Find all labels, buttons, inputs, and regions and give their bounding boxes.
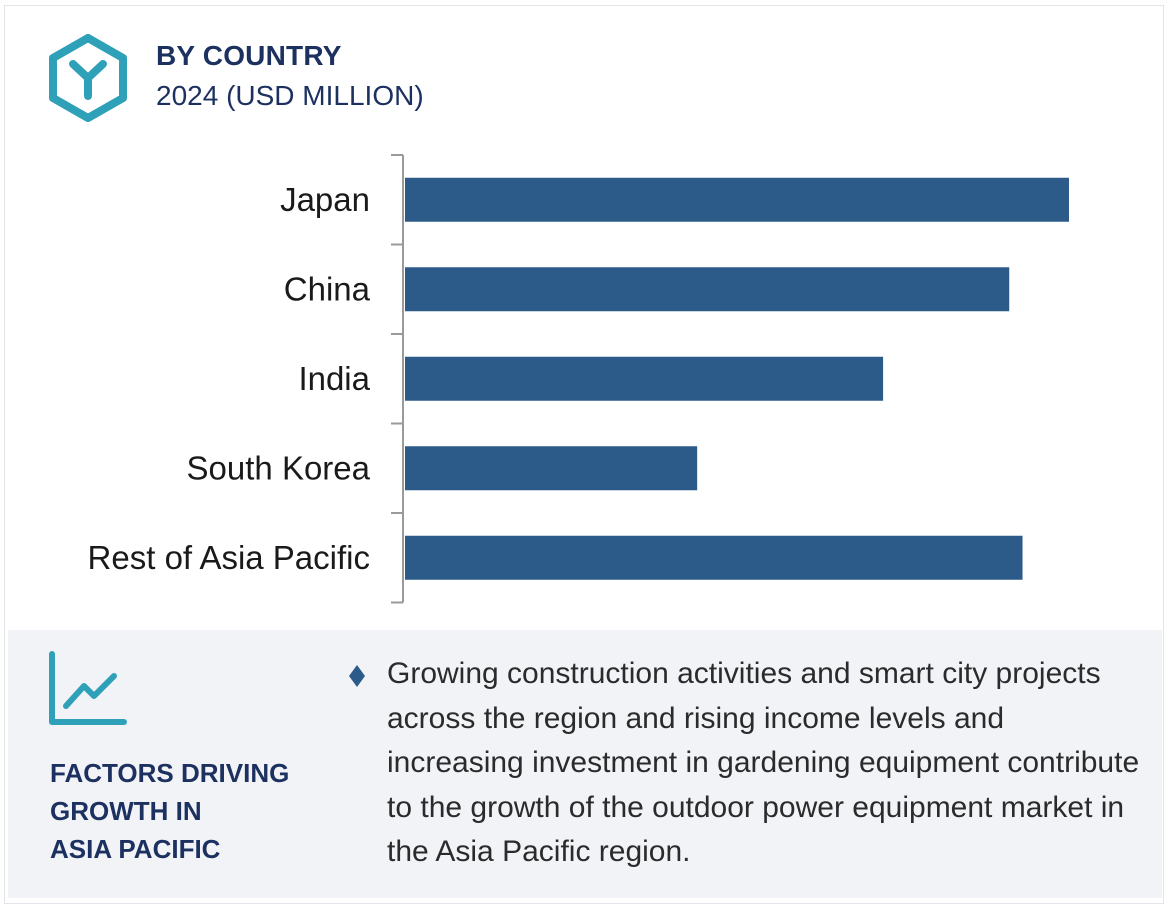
bar: [405, 446, 698, 491]
factors-title-line: FACTORS DRIVING: [50, 758, 290, 788]
chart-title: BY COUNTRY: [156, 40, 342, 71]
category-label: Rest of Asia Pacific: [88, 539, 370, 576]
factors-title-line: ASIA PACIFIC: [50, 834, 221, 864]
hexagon-y-logo-icon: [49, 34, 127, 122]
factors-title: FACTORS DRIVING GROWTH IN ASIA PACIFIC: [50, 754, 330, 868]
category-label: India: [298, 360, 370, 397]
category-label: South Korea: [187, 449, 371, 486]
diamond-bullet-icon: [349, 665, 365, 687]
bar: [405, 177, 1069, 222]
bar: [405, 356, 884, 401]
bar: [405, 535, 1023, 580]
bar-chart: Japan China India South Korea Rest of Asia P…: [88, 154, 1069, 604]
chart-subtitle: 2024 (USD MILLION): [156, 80, 424, 111]
category-label: Japan: [280, 181, 370, 218]
factors-panel: FACTORS DRIVING GROWTH IN ASIA PACIFIC G…: [8, 630, 1162, 898]
factor-text: Growing construction activities and smar…: [387, 657, 1140, 868]
bar: [405, 267, 1010, 312]
factors-title-line: GROWTH IN: [50, 796, 202, 826]
line-chart-icon: [49, 651, 127, 725]
category-label: China: [284, 270, 371, 307]
